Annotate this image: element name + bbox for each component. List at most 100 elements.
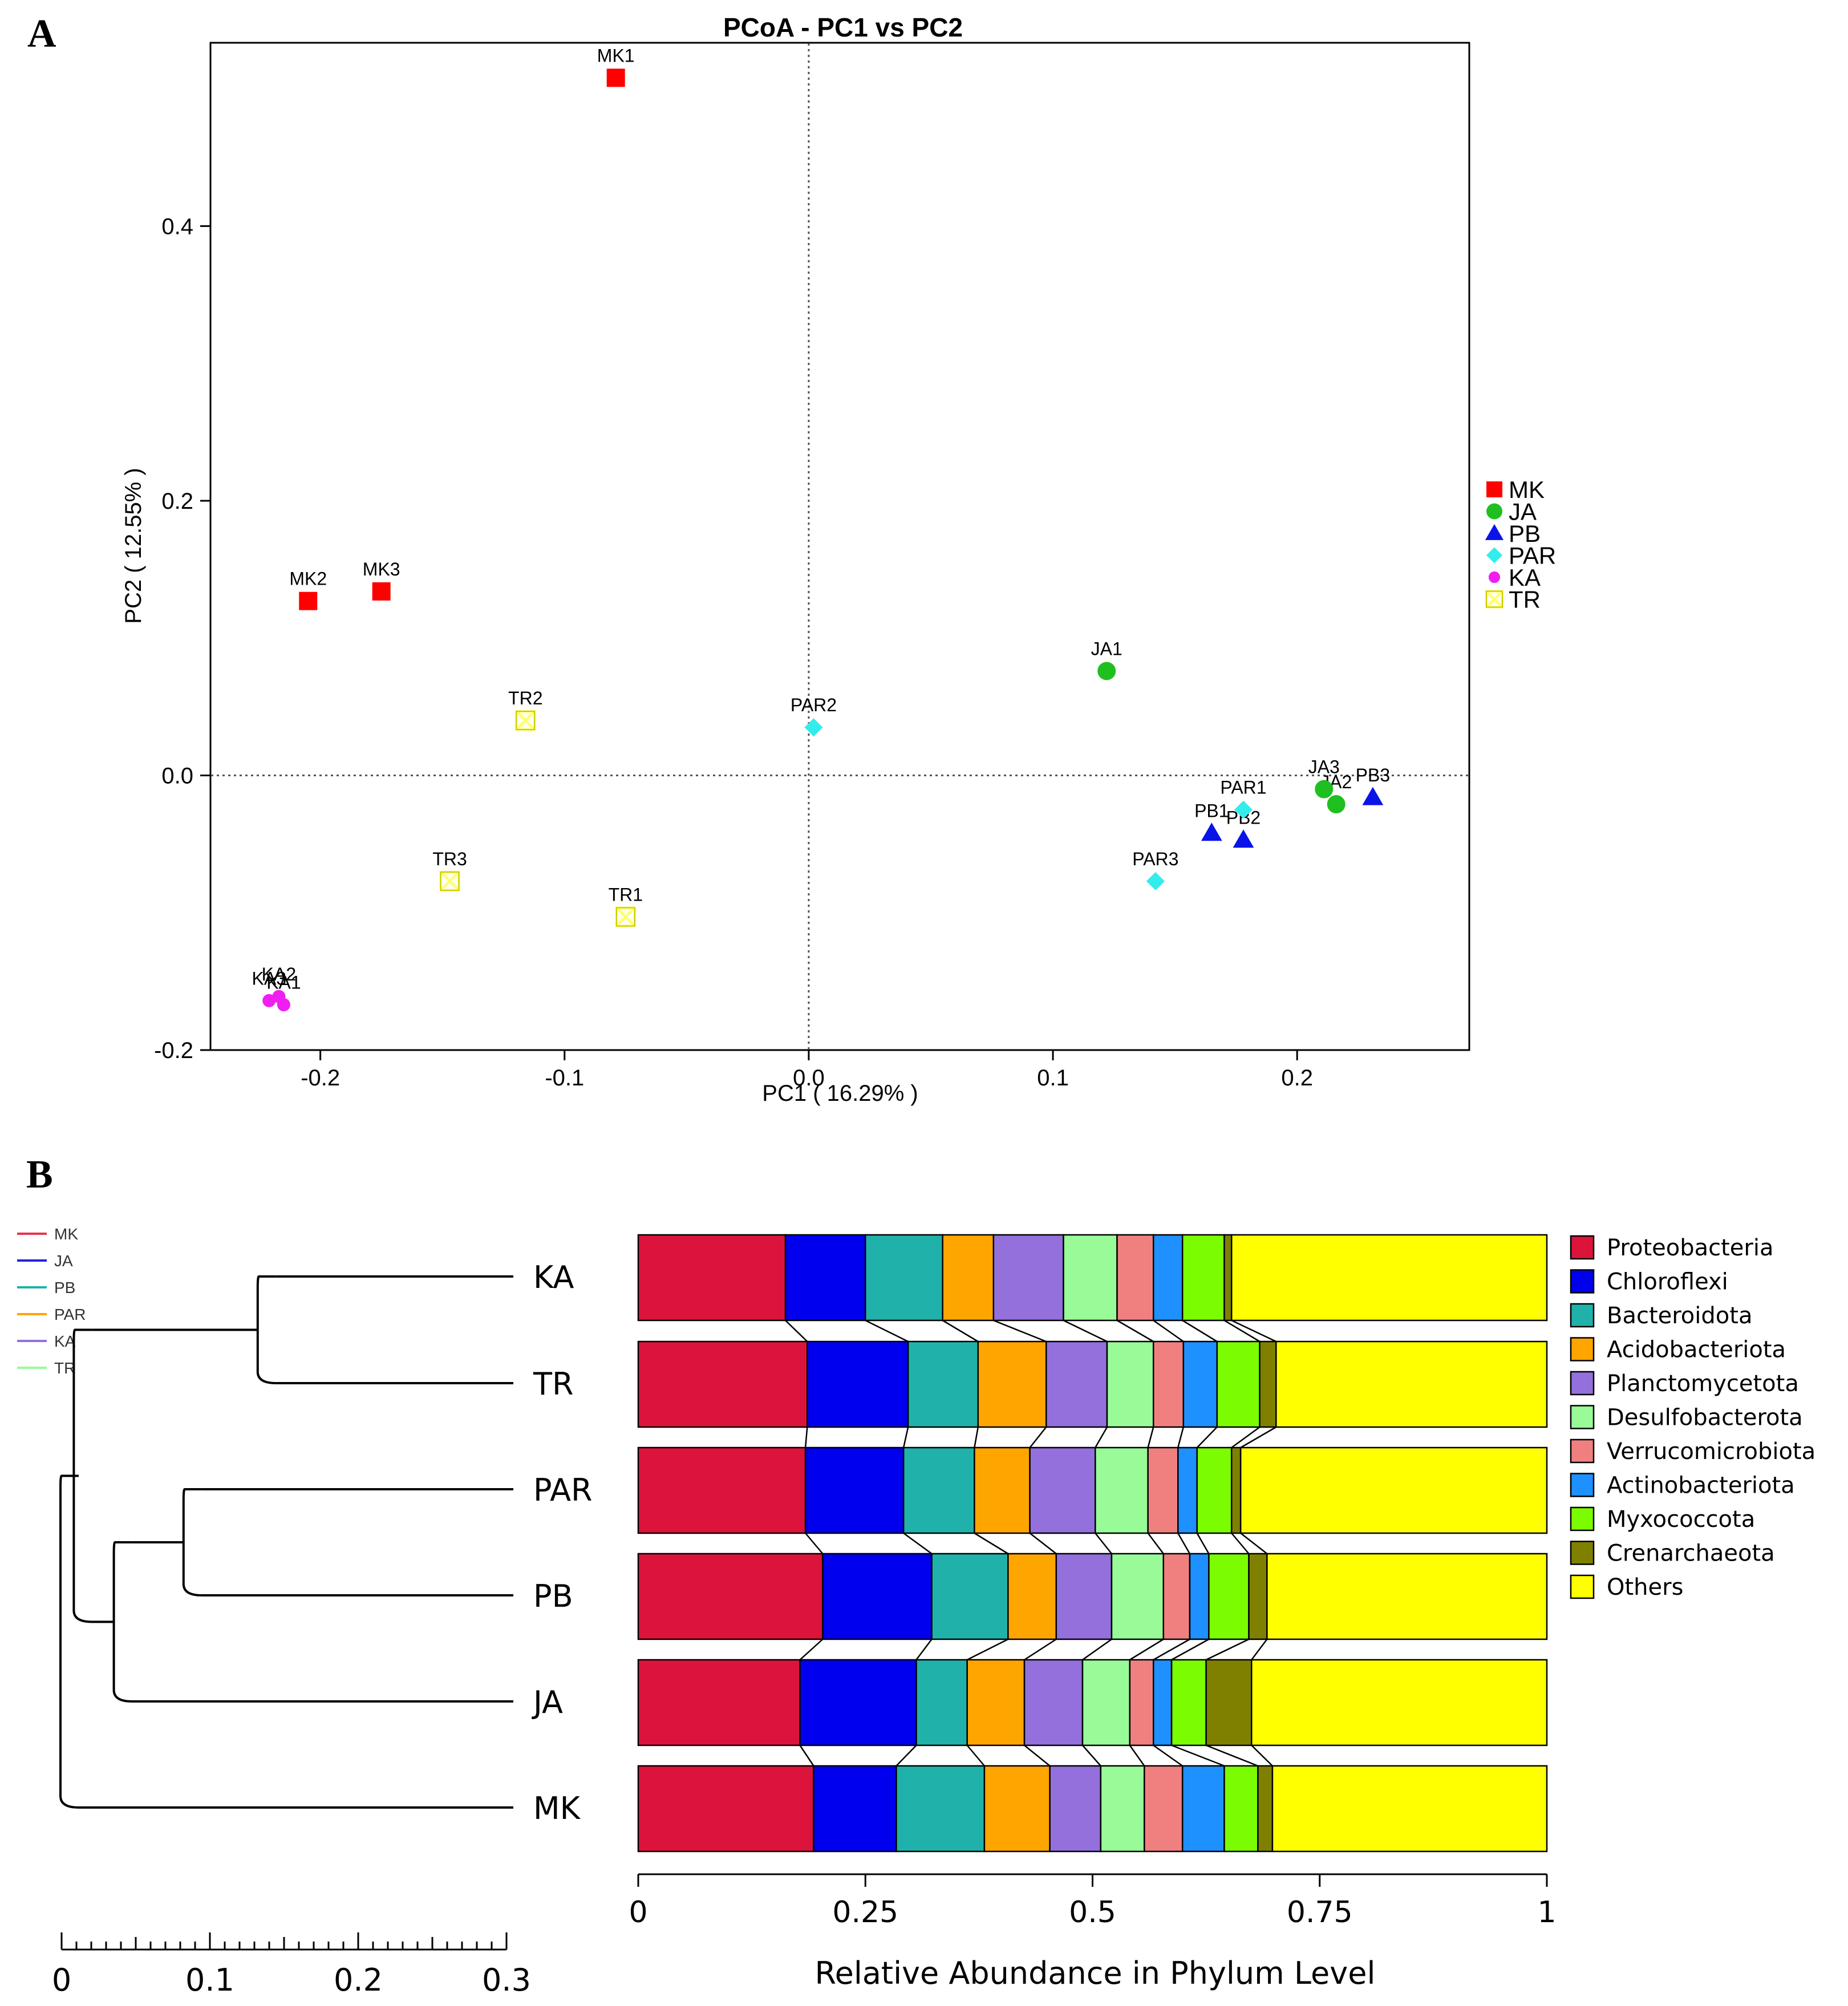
bar-connector xyxy=(1153,1744,1183,1767)
phyla-legend-label: Actinobacteriota xyxy=(1607,1473,1795,1499)
tree-scale-label: 0.3 xyxy=(482,1962,531,1998)
tree-leaf-par: PAR xyxy=(533,1472,593,1508)
pcoa-x-tick-label: 0.1 xyxy=(1037,1065,1069,1091)
tree-scale-axis: 0 0.1 0.2 0.3 xyxy=(52,1932,531,1998)
bar-connector xyxy=(1231,1319,1276,1343)
phyla-legend-swatch xyxy=(1570,1438,1595,1464)
pcoa-x-axis: -0.2 -0.1 0.0 0.1 0.2 xyxy=(301,1050,1313,1091)
pcoa-x-tick-label: -0.1 xyxy=(545,1065,584,1091)
phyla-legend-swatch xyxy=(1570,1269,1595,1294)
bar-connector xyxy=(804,1427,808,1448)
boxed-x-outline xyxy=(516,711,536,731)
legend-marker-mk xyxy=(1486,481,1502,497)
phyla-legend-swatch xyxy=(1570,1371,1595,1396)
point-label-ka2: KA2 xyxy=(262,964,296,984)
boxed-x-stroke xyxy=(1485,590,1503,608)
bar-connector xyxy=(1024,1638,1057,1661)
abundance-tick-label: 1 xyxy=(1537,1895,1556,1930)
bar-segment-tr-bacteroidota xyxy=(907,1340,979,1428)
bar-segment-par-actinobacteriota xyxy=(1177,1446,1198,1534)
phyla-legend-label: Crenarchaeota xyxy=(1607,1541,1775,1567)
point-label-tr2: TR2 xyxy=(508,688,542,708)
bar-connector xyxy=(1196,1427,1218,1448)
bar-segment-par-desulfobacterota xyxy=(1095,1446,1149,1534)
bar-segment-ja-others xyxy=(1251,1659,1548,1746)
bar-connector xyxy=(1171,1638,1210,1661)
point-mk2 xyxy=(299,591,318,610)
tree-node-ka-tr-par-pb-ja xyxy=(72,1328,92,1623)
bar-connector xyxy=(902,1427,909,1448)
bar-segment-pb-crenarchaeota xyxy=(1248,1553,1268,1640)
tree-legend-label-ja: JA xyxy=(54,1252,73,1270)
tree-legend-label-pb: PB xyxy=(54,1279,75,1296)
point-mk3 xyxy=(372,582,391,601)
bar-segment-mk-proteobacteria xyxy=(637,1765,814,1853)
point-label-pb1: PB1 xyxy=(1194,801,1229,821)
bar-connector xyxy=(1251,1639,1268,1660)
tree-leaf-ka: KA xyxy=(533,1259,574,1295)
point-ja1 xyxy=(1097,662,1116,680)
legend-label-ka: KA xyxy=(1509,564,1541,591)
bar-segment-mk-actinobacteriota xyxy=(1181,1765,1225,1853)
bar-segment-ja-proteobacteria xyxy=(637,1659,801,1746)
point-label-mk1: MK1 xyxy=(597,45,635,66)
bar-segment-ja-planctomycetota xyxy=(1023,1659,1084,1746)
point-label-ka1: KA1 xyxy=(266,972,301,993)
boxed-x-outline xyxy=(440,871,460,891)
bar-segment-tr-proteobacteria xyxy=(637,1340,808,1428)
bar-connector xyxy=(1129,1638,1164,1661)
bar-segment-par-chloroflexi xyxy=(804,1446,905,1534)
point-par3 xyxy=(1146,872,1165,890)
bar-segment-mk-crenarchaeota xyxy=(1257,1765,1274,1853)
bar-segment-mk-planctomycetota xyxy=(1049,1765,1102,1853)
bar-connector xyxy=(903,1532,933,1555)
bar-connector xyxy=(1182,1319,1218,1343)
bar-connector xyxy=(1029,1533,1057,1554)
point-mk1 xyxy=(606,68,625,87)
bar-connector xyxy=(1231,1426,1261,1449)
bar-segment-ka-acidobacteriota xyxy=(942,1234,995,1322)
bar-segment-ja-bacteroidota xyxy=(915,1659,968,1746)
bar-segment-mk-acidobacteriota xyxy=(983,1765,1051,1853)
point-ja2 xyxy=(1327,795,1346,814)
pcoa-x-label: PC1 ( 16.29% ) xyxy=(762,1081,918,1106)
bar-connector xyxy=(974,1532,1009,1555)
bar-segment-par-acidobacteriota xyxy=(974,1446,1031,1534)
bar-connector xyxy=(1153,1319,1184,1343)
tree-legend-label-mk: MK xyxy=(54,1225,78,1243)
bar-connector xyxy=(1116,1319,1154,1343)
bar-connector xyxy=(1177,1427,1185,1448)
point-tr1 xyxy=(615,906,636,927)
pcoa-x-tick-label: 0.2 xyxy=(1281,1065,1313,1091)
bar-connector xyxy=(915,1639,933,1660)
phyla-legend-swatch xyxy=(1570,1303,1595,1328)
bar-connector xyxy=(1251,1745,1273,1766)
phyla-legend-swatch xyxy=(1570,1235,1595,1260)
abundance-tick-label: 0 xyxy=(629,1895,647,1930)
bar-connector xyxy=(1147,1427,1154,1448)
point-pb2 xyxy=(1233,829,1254,848)
abundance-tick-label: 0.25 xyxy=(832,1895,898,1930)
tree-scale-label: 0 xyxy=(52,1962,71,1998)
boxed-x-outline xyxy=(1486,590,1503,608)
bar-segment-par-others xyxy=(1239,1446,1548,1534)
point-ka3 xyxy=(262,994,276,1007)
phyla-legend-label: Chloroflexi xyxy=(1607,1269,1728,1295)
phyla-legend-swatch xyxy=(1570,1473,1595,1497)
bar-segment-ja-chloroflexi xyxy=(799,1659,917,1746)
bar-segment-par-myxococcota xyxy=(1196,1446,1233,1534)
panel-label-b: B xyxy=(26,1153,53,1197)
bar-segment-pb-verrucomicrobiota xyxy=(1162,1553,1191,1640)
phyla-legend-label: Myxococcota xyxy=(1607,1506,1755,1533)
bar-connector xyxy=(942,1319,979,1343)
phyla-legend-label: Planctomycetota xyxy=(1607,1371,1799,1397)
pcoa-plot: PCoA - PC1 vs PC2 -0.2 -0.1 0.0 0.1 0.2 -0.2… xyxy=(121,13,1556,1106)
abundance-x-axis: 0 0.25 0.5 0.75 1 xyxy=(629,1873,1557,1930)
bar-segment-ka-proteobacteria xyxy=(637,1234,787,1322)
bar-segment-ka-planctomycetota xyxy=(992,1234,1064,1322)
bar-segment-mk-chloroflexi xyxy=(813,1765,897,1853)
tree-scale-label: 0.1 xyxy=(185,1962,234,1998)
bar-segment-ka-myxococcota xyxy=(1181,1234,1225,1322)
bar-segment-ka-verrucomicrobiota xyxy=(1116,1234,1154,1322)
